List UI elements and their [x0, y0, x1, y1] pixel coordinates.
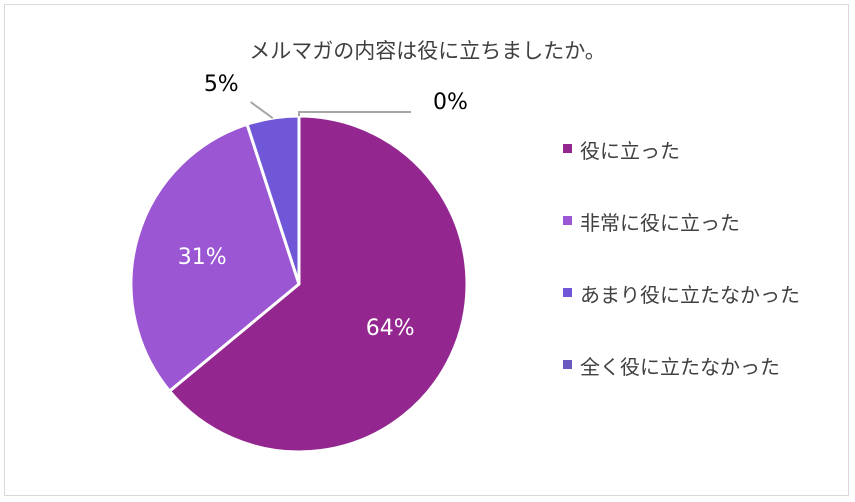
data-label: 5% — [204, 72, 239, 97]
legend-swatch — [563, 360, 572, 369]
legend-label: 全く役に立たなかった — [580, 355, 780, 379]
pie-slice — [245, 114, 301, 286]
pie-slice — [129, 122, 301, 393]
legend-item: 役に立った — [563, 135, 800, 207]
legend-label: 非常に役に立った — [580, 211, 740, 235]
legend-label: あまり役に立たなかった — [580, 283, 800, 307]
legend-swatch — [563, 288, 572, 297]
leader-line — [250, 101, 274, 119]
legend: 役に立った 非常に役に立った あまり役に立たなかった 全く役に立たなかった — [563, 135, 800, 423]
legend-item: 非常に役に立った — [563, 207, 800, 279]
legend-label: 役に立った — [580, 139, 680, 163]
data-label: 31% — [178, 245, 227, 270]
pie-slice — [168, 114, 469, 454]
leader-line — [298, 111, 411, 116]
pie-chart: 64% 31% 5% 0% — [129, 72, 469, 454]
legend-item: 全く役に立たなかった — [563, 351, 800, 423]
legend-item: あまり役に立たなかった — [563, 279, 800, 351]
chart-title: メルマガの内容は役に立ちましたか。 — [249, 39, 606, 63]
data-label: 0% — [433, 90, 468, 115]
legend-swatch — [563, 216, 572, 225]
legend-swatch — [563, 144, 572, 153]
data-label: 64% — [366, 316, 415, 341]
chart-area: メルマガの内容は役に立ちましたか。 64% 31% 5% 0% 役に立った 非常に役に… — [4, 4, 849, 496]
